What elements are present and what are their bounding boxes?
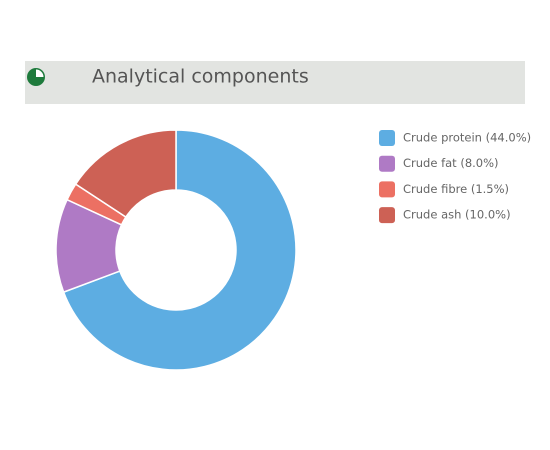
legend-swatch <box>379 155 395 172</box>
legend-swatch <box>379 207 395 224</box>
legend-label: Crude protein (44.0%) <box>403 131 531 145</box>
legend-label: Crude ash (10.0%) <box>403 208 511 222</box>
header-bar <box>25 61 525 104</box>
donut-slice <box>62 129 297 371</box>
legend-label: Crude fat (8.0%) <box>403 156 499 170</box>
chart-title: Analytical components <box>92 66 309 88</box>
legend-swatch <box>379 130 395 146</box>
donut-slice <box>74 129 177 219</box>
legend-label: Crude fibre (1.5%) <box>403 182 509 196</box>
header-icon <box>27 68 45 86</box>
legend-swatch <box>379 181 395 198</box>
